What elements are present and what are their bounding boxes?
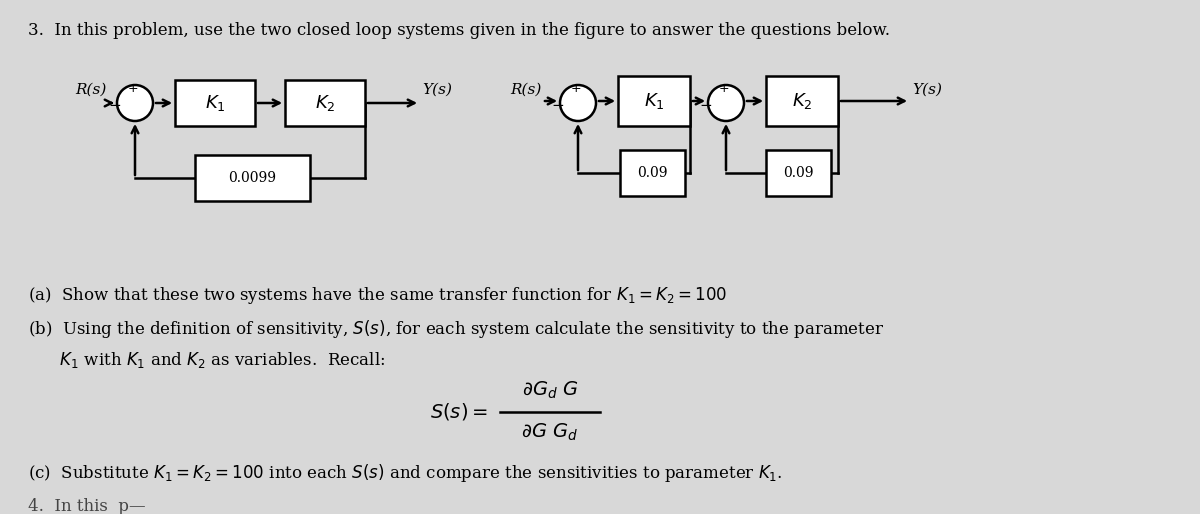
Text: 0.09: 0.09 — [784, 166, 814, 180]
Bar — [766, 150, 830, 196]
Bar — [194, 155, 310, 201]
Text: $K_2$: $K_2$ — [792, 91, 812, 111]
Text: $K_1$ with $K_1$ and $K_2$ as variables.  Recall:: $K_1$ with $K_1$ and $K_2$ as variables.… — [28, 350, 385, 370]
Bar — [620, 150, 685, 196]
Text: +: + — [127, 83, 138, 96]
Text: R(s): R(s) — [510, 83, 541, 97]
Bar — [618, 76, 690, 126]
Text: +: + — [719, 83, 730, 96]
Text: $K_2$: $K_2$ — [314, 93, 335, 113]
Bar — [175, 80, 256, 126]
Circle shape — [708, 85, 744, 121]
Text: Y(s): Y(s) — [912, 83, 942, 97]
Circle shape — [560, 85, 596, 121]
Text: $K_1$: $K_1$ — [205, 93, 226, 113]
Text: $\partial G_d\ G$: $\partial G_d\ G$ — [522, 379, 578, 400]
Bar — [766, 76, 838, 126]
Text: (b)  Using the definition of sensitivity, $S(s)$, for each system calculate the : (b) Using the definition of sensitivity,… — [28, 318, 884, 340]
Circle shape — [118, 85, 154, 121]
Text: $\partial G\ G_d$: $\partial G\ G_d$ — [521, 421, 578, 443]
Text: −: − — [552, 99, 564, 114]
Text: Y(s): Y(s) — [422, 83, 452, 97]
Text: R(s): R(s) — [74, 83, 107, 97]
Text: (c)  Substitute $K_1 = K_2 = 100$ into each $S(s)$ and compare the sensitivities: (c) Substitute $K_1 = K_2 = 100$ into ea… — [28, 462, 782, 484]
Text: $K_1$: $K_1$ — [643, 91, 665, 111]
Text: 4.  In this  p—: 4. In this p— — [28, 498, 145, 514]
Text: +: + — [571, 83, 581, 96]
Text: −: − — [109, 99, 121, 114]
Text: −: − — [700, 99, 713, 114]
Text: 0.09: 0.09 — [637, 166, 667, 180]
Text: $S(s) =$: $S(s) =$ — [430, 401, 488, 423]
Text: 3.  In this problem, use the two closed loop systems given in the figure to answ: 3. In this problem, use the two closed l… — [28, 22, 890, 39]
Text: 0.0099: 0.0099 — [228, 171, 276, 185]
Text: (a)  Show that these two systems have the same transfer function for $K_1 = K_2 : (a) Show that these two systems have the… — [28, 285, 727, 306]
Bar — [286, 80, 365, 126]
